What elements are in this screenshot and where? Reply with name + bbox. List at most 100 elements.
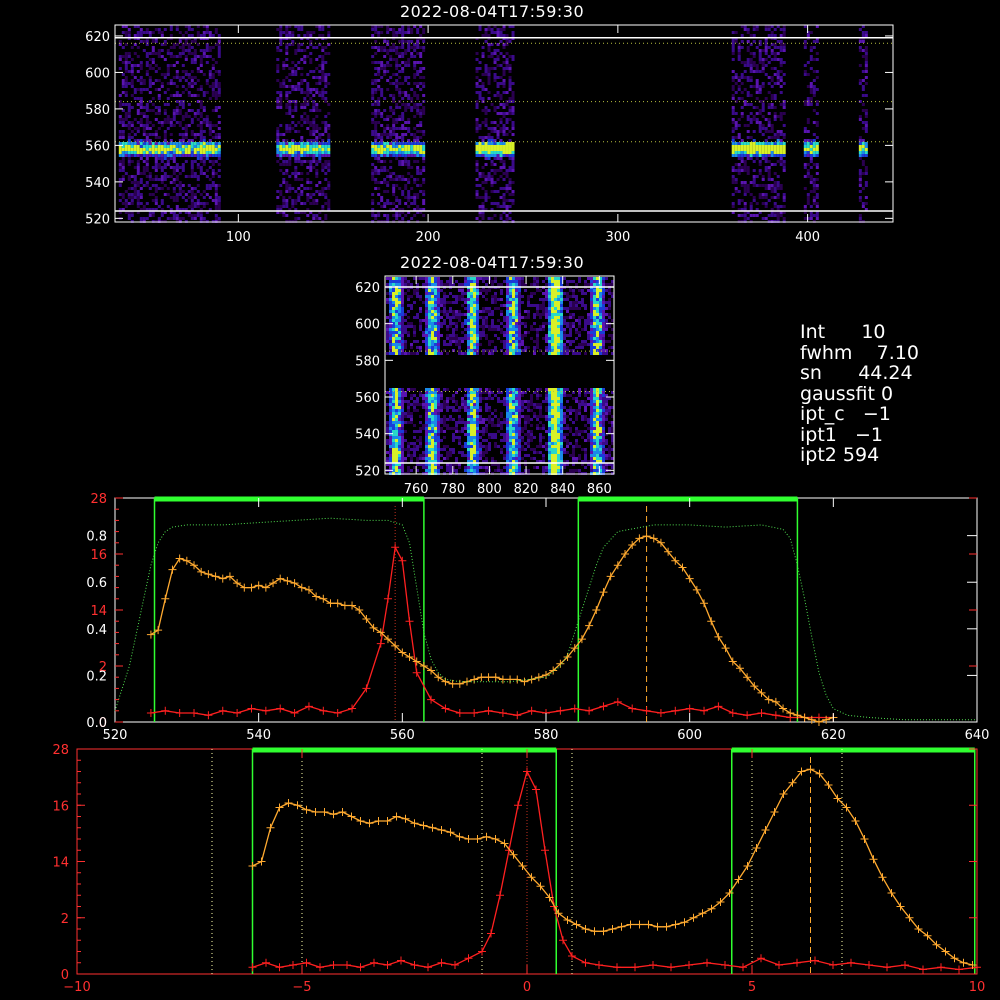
- chart2-data-point: [878, 873, 887, 882]
- chart1-data-point: [513, 711, 522, 720]
- chart2-data-point: [514, 801, 522, 810]
- chart2-data-point: [532, 785, 540, 794]
- chart2-data-point: [626, 920, 635, 929]
- chart1-data-point: [297, 583, 306, 592]
- chart1-data-point: [455, 709, 464, 718]
- chart1-data-point: [563, 653, 572, 662]
- chart1-data-point: [283, 576, 292, 585]
- chart1-frame: [114, 497, 978, 723]
- chart2-data-point: [703, 958, 711, 967]
- chart1-data-point: [326, 599, 335, 608]
- chart1-data-point: [635, 534, 644, 543]
- chart1-data-point: [441, 677, 450, 686]
- param-row-fwhm: fwhm 7.10: [800, 341, 919, 364]
- chart2-data-point: [595, 961, 603, 969]
- top-x-tick-label: 200: [416, 230, 441, 245]
- chart1-data-point: [606, 572, 615, 581]
- chart1-data-point: [276, 704, 285, 713]
- chart1-white-y-tick-label: 0.6: [86, 576, 107, 591]
- chart1-data-point: [204, 570, 213, 579]
- chart1-x-tick-label: 600: [677, 728, 702, 743]
- chart1-data-point: [793, 711, 802, 720]
- top-panel-title: 2022-08-04T17:59:30: [400, 2, 585, 21]
- chart1-data-point: [233, 709, 242, 718]
- zoom-x-tick-label: 860: [587, 482, 612, 497]
- zoom-y-tick-label: 620: [355, 281, 380, 296]
- chart2-data-point: [806, 765, 815, 774]
- chart2-data-point: [257, 857, 266, 866]
- chart2-data-point: [284, 799, 293, 807]
- param-key: ipt2: [800, 444, 837, 466]
- chart2-data-point: [554, 909, 563, 918]
- chart2-red-y-tick-label: 0: [61, 968, 69, 983]
- zoom-panel-title: 2022-08-04T17:59:30: [400, 253, 585, 272]
- chart1-data-point: [218, 574, 227, 583]
- chart2-data-point: [698, 909, 707, 918]
- chart2-data-point: [635, 920, 644, 929]
- chart2-data-point: [860, 835, 869, 843]
- chart1-data-point: [520, 677, 529, 686]
- chart2-data-point: [824, 781, 833, 789]
- chart2-data-point: [451, 961, 459, 969]
- chart2-data-point: [667, 963, 675, 972]
- chart1-data-point: [642, 532, 651, 541]
- chart1-data-point: [419, 662, 428, 670]
- chart1-data-point: [470, 675, 479, 684]
- chart1-data-point: [261, 583, 270, 592]
- chart2-data-point: [262, 958, 270, 967]
- param-row-Int: Int 10: [800, 322, 919, 343]
- chart1-data-point: [757, 709, 766, 718]
- chart1-data-point: [161, 706, 170, 715]
- chart1-red-y-tick-label: 16: [90, 548, 107, 563]
- chart2-data-point: [847, 958, 855, 967]
- chart2-data-point: [464, 835, 473, 843]
- chart2-data-point: [428, 823, 437, 832]
- chart2-data-point: [721, 961, 729, 969]
- chart2-data-point: [743, 862, 752, 870]
- chart1-data-point: [398, 648, 407, 657]
- chart1-data-point: [427, 695, 436, 704]
- param-value: 7.10: [852, 341, 919, 364]
- chart1-data-point: [470, 709, 479, 718]
- chart1-data-point: [405, 617, 414, 626]
- chart1-data-point: [441, 704, 450, 713]
- top-y-tick-label: 540: [85, 176, 110, 191]
- chart1-data-point: [628, 704, 637, 713]
- chart1-series-red: [150, 545, 834, 719]
- chart2-series-orange: [252, 768, 973, 966]
- chart1-data-point: [247, 704, 256, 713]
- top-y-tick-label: 520: [85, 212, 110, 227]
- chart2-data-point: [923, 931, 932, 940]
- chart1-series-orange: [150, 535, 834, 723]
- chart2-data-point: [523, 767, 531, 776]
- chart2-data-point: [959, 958, 968, 967]
- chart1-data-point: [319, 594, 328, 603]
- chart2-x-tick-label: 0: [523, 980, 531, 995]
- zoom-x-tick-label: 800: [477, 482, 502, 497]
- chart2-data-point: [311, 808, 320, 816]
- zoom-y-tick-label: 520: [355, 464, 380, 479]
- chart1-data-point: [383, 594, 392, 603]
- chart2-data-point: [608, 925, 617, 933]
- param-key: gaussfit: [800, 382, 875, 405]
- chart2-data-point: [329, 810, 338, 819]
- zoom-x-tick-label: 840: [550, 482, 575, 497]
- chart1-data-point: [585, 621, 594, 630]
- chart2-data-point: [437, 958, 446, 967]
- chart1-data-point: [146, 709, 155, 718]
- chart1-data-point: [786, 709, 795, 718]
- chart1-data-point: [477, 673, 486, 682]
- chart2-data-point: [347, 812, 356, 821]
- chart1-data-point: [599, 702, 608, 711]
- chart2-data-point: [883, 963, 891, 972]
- chart1-data-point: [664, 547, 673, 556]
- param-row-ipt2: ipt2 594: [800, 445, 919, 466]
- chart2-data-point: [937, 963, 945, 972]
- param-row-gaussfit: gaussfit 0: [800, 382, 919, 405]
- chart1-data-point: [570, 644, 579, 653]
- chart1-data-point: [613, 697, 622, 706]
- top-x-tick-label: 300: [605, 230, 630, 245]
- chart1-data-point: [714, 702, 723, 711]
- chart2-data-point: [316, 963, 324, 972]
- chart2-data-point: [473, 835, 482, 843]
